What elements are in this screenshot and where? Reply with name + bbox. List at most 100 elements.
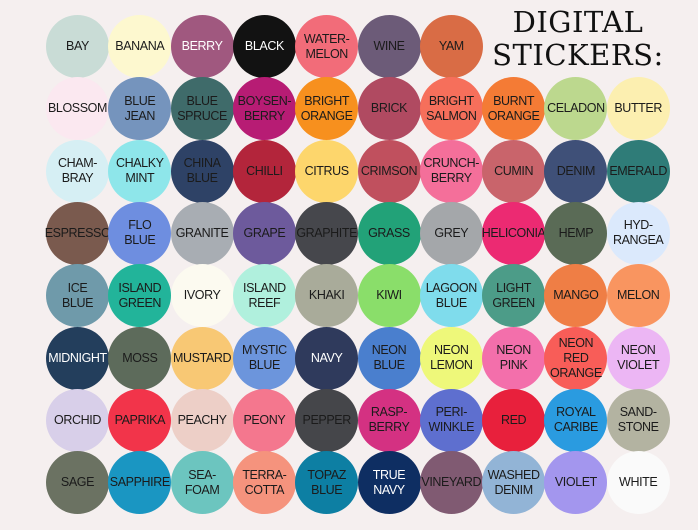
color-swatch: WATER- MELON (295, 15, 359, 78)
swatch-label: BLACK (244, 39, 284, 53)
color-swatch: CHILLI (232, 139, 296, 203)
color-swatch: ISLAND GREEN (108, 264, 172, 328)
swatch-label: BRIGHT SALMON (426, 93, 477, 123)
swatch-label: LAGOON BLUE (425, 280, 477, 310)
swatch-label: PEPPER (302, 412, 352, 427)
swatch-label: TOPAZ BLUE (307, 467, 346, 497)
color-swatch: LIGHT GREEN (482, 264, 546, 328)
swatch-label: NEON BLUE (371, 343, 407, 372)
swatch-label: LIGHT GREEN (492, 280, 535, 310)
color-swatch: ROYAL CARIBE (544, 388, 608, 452)
color-swatch: CRUNCH- BERRY (419, 139, 483, 203)
color-swatch: ISLAND REEF (232, 264, 296, 328)
swatch-label: KHAKI (308, 288, 345, 303)
swatch-label: BUTTER (614, 101, 662, 116)
swatch-label: ESPRESSO (44, 225, 111, 240)
color-swatch: GRASS (357, 201, 421, 265)
color-swatch: CUMIN (482, 139, 546, 203)
swatch-label: NEON PINK (496, 343, 531, 372)
swatch-label: ORCHID (54, 412, 101, 427)
swatch-label: BERRY (181, 39, 223, 53)
title-line-2: STICKERS: (492, 38, 664, 72)
color-swatch: BRIGHT SALMON (419, 77, 483, 141)
color-swatch: WINE (357, 15, 421, 78)
color-swatch: MUSTARD (170, 326, 234, 390)
color-swatch: VIOLET (544, 451, 608, 515)
swatch-label: CHAM- BRAY (58, 156, 97, 186)
swatch-label: VINEYARD (421, 475, 482, 490)
color-swatch: GRAPE (232, 201, 296, 265)
swatch-label: RASP- BERRY (368, 405, 410, 435)
swatch-label: CELADON (547, 101, 605, 116)
color-swatch: SEA- FOAM (170, 451, 234, 515)
swatch-label: SAND- STONE (617, 405, 659, 435)
color-swatch: CHAM- BRAY (46, 139, 109, 203)
swatch-label: GRAPHITE (296, 225, 358, 240)
color-swatch: RED (482, 388, 546, 452)
color-swatch: TRUE NAVY (357, 451, 421, 515)
color-swatch: PERI- WINKLE (419, 388, 483, 452)
color-swatch: BERRY (170, 15, 234, 78)
color-swatch: EMERALD (606, 139, 670, 203)
swatch-label: ISLAND GREEN (118, 280, 162, 310)
swatch-label: KIWI (376, 288, 402, 303)
color-swatch: BAY (46, 15, 109, 78)
swatch-label: WASHED DENIM (487, 467, 540, 497)
color-swatch: GRANITE (170, 201, 234, 265)
swatch-label: CRUNCH- BERRY (423, 156, 480, 186)
color-swatch: LAGOON BLUE (419, 264, 483, 328)
color-swatch: MYSTIC BLUE (232, 326, 296, 390)
color-swatch: FLO BLUE (108, 201, 172, 265)
color-swatch: BANANA (108, 15, 172, 78)
color-swatch: BLUE SPRUCE (170, 77, 234, 141)
color-swatch: IVORY (170, 264, 234, 328)
color-swatch: WASHED DENIM (482, 451, 546, 515)
color-swatch: PEPPER (295, 388, 359, 452)
swatch-label: CRIMSON (360, 163, 418, 178)
color-swatch: NEON RED ORANGE (544, 326, 608, 390)
color-swatch: NEON VIOLET (606, 326, 670, 390)
color-swatch: CITRUS (295, 139, 359, 203)
color-swatch: CHALKY MINT (108, 139, 172, 203)
swatch-label: BURNT ORANGE (487, 93, 540, 123)
color-swatch: MANGO (544, 264, 608, 328)
swatch-label: WHITE (619, 475, 658, 490)
swatch-label: BRIGHT ORANGE (300, 93, 353, 123)
swatch-label: MANGO (553, 288, 599, 303)
color-swatch: HEMP (544, 201, 608, 265)
swatch-label: ISLAND REEF (243, 280, 286, 310)
swatch-label: MOSS (122, 350, 158, 365)
color-swatch: CELADON (544, 77, 608, 141)
swatch-label: HEMP (558, 225, 594, 240)
swatch-label: NAVY (310, 350, 343, 365)
color-swatch: ICE BLUE (46, 264, 109, 328)
swatch-label: CHILLI (246, 163, 283, 178)
color-swatch: PEACHY (170, 388, 234, 452)
swatch-label: PERI- WINKLE (428, 405, 475, 435)
color-swatch: MOSS (108, 326, 172, 390)
swatch-label: SEA- FOAM (184, 467, 220, 497)
swatch-label: GRASS (368, 225, 410, 240)
color-swatch: PEONY (232, 388, 296, 452)
swatch-label: SAGE (60, 475, 95, 490)
swatch-label: MELON (616, 288, 660, 303)
color-swatch: BLOSSOM (46, 77, 109, 141)
swatch-label: TRUE NAVY (372, 467, 406, 497)
color-swatch: MIDNIGHT (46, 326, 109, 390)
color-swatch: RASP- BERRY (357, 388, 421, 452)
swatch-label: CITRUS (304, 163, 350, 178)
swatch-label: BLOSSOM (47, 101, 108, 116)
swatch-label: WATER- MELON (303, 31, 350, 61)
swatch-label: MYSTIC BLUE (241, 343, 287, 372)
color-swatch: BUTTER (606, 77, 670, 141)
color-swatch: SAGE (46, 451, 109, 515)
swatch-label: IVORY (183, 288, 221, 303)
swatch-label: GRAPE (243, 225, 286, 240)
color-swatch: ORCHID (46, 388, 109, 452)
color-swatch: NEON PINK (482, 326, 546, 390)
swatch-label: VIOLET (554, 475, 597, 490)
swatch-label: MIDNIGHT (48, 350, 107, 365)
swatch-label: PAPRIKA (114, 412, 166, 427)
swatch-label: GREY (434, 225, 469, 240)
